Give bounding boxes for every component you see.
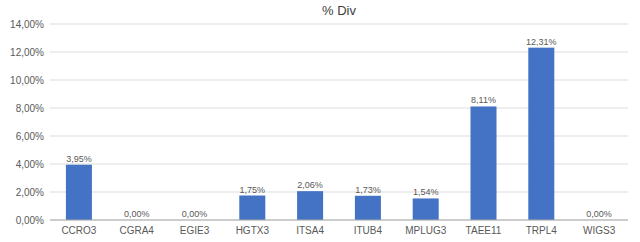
x-tick-label: EGIE3 [180, 225, 210, 236]
x-tick-label: CCRO3 [61, 225, 96, 236]
bar [239, 196, 265, 221]
grid-line [50, 24, 628, 25]
data-label: 0,00% [182, 209, 208, 219]
bar [355, 196, 381, 220]
data-label: 0,00% [124, 209, 150, 219]
y-tick-label: 4,00% [16, 159, 44, 170]
data-label: 0,00% [586, 209, 612, 219]
y-tick-label: 12,00% [10, 47, 44, 58]
title: % Div [322, 3, 356, 18]
bar [297, 191, 323, 220]
y-tick-label: 8,00% [16, 103, 44, 114]
data-label: 1,54% [413, 187, 439, 197]
y-tick-label: 10,00% [10, 75, 44, 86]
x-tick-label: CGRA4 [119, 225, 154, 236]
x-tick-label: HGTX3 [236, 225, 270, 236]
x-tick-label: WIGS3 [583, 225, 616, 236]
data-label: 3,95% [66, 154, 92, 164]
data-label: 1,75% [240, 185, 266, 195]
data-label: 2,06% [297, 180, 323, 190]
x-tick-label: MPLUG3 [405, 225, 447, 236]
data-label: 1,73% [355, 185, 381, 195]
x-tick-label: TRPL4 [526, 225, 558, 236]
bar [413, 198, 439, 220]
y-tick-label: 2,00% [16, 187, 44, 198]
y-tick-label: 6,00% [16, 131, 44, 142]
x-tick-label: TAEE11 [466, 225, 502, 236]
bar [66, 165, 92, 220]
data-label: 8,11% [471, 95, 496, 105]
grid [50, 24, 628, 220]
x-tick-label: ITSA4 [296, 225, 324, 236]
x-axis-line [50, 220, 628, 221]
x-tick-label: ITUB4 [354, 225, 383, 236]
data-label: 12,31% [526, 37, 557, 47]
bars [66, 48, 554, 220]
y-tick-label: 0,00% [16, 215, 44, 226]
chart: % Div 0,00% 2,00% 4,00% 6,00% 8,00% 10,00% 12,0… [0, 0, 640, 242]
y-tick-label: 14,00% [10, 19, 44, 30]
bar [528, 48, 554, 220]
bar [470, 106, 496, 220]
grid-line [50, 220, 628, 221]
